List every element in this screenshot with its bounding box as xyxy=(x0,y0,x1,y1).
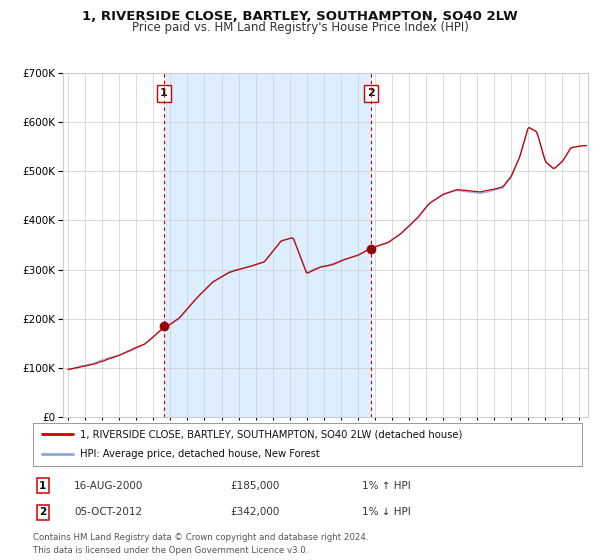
Text: 1: 1 xyxy=(39,480,47,491)
Text: 1, RIVERSIDE CLOSE, BARTLEY, SOUTHAMPTON, SO40 2LW: 1, RIVERSIDE CLOSE, BARTLEY, SOUTHAMPTON… xyxy=(82,10,518,23)
Text: 1: 1 xyxy=(160,88,168,99)
Text: 16-AUG-2000: 16-AUG-2000 xyxy=(74,480,143,491)
Text: 1% ↑ HPI: 1% ↑ HPI xyxy=(362,480,411,491)
Text: 05-OCT-2012: 05-OCT-2012 xyxy=(74,507,142,517)
Bar xyxy=(164,73,371,417)
Text: Contains HM Land Registry data © Crown copyright and database right 2024.
This d: Contains HM Land Registry data © Crown c… xyxy=(33,533,368,554)
Text: 1% ↓ HPI: 1% ↓ HPI xyxy=(362,507,411,517)
Text: £185,000: £185,000 xyxy=(230,480,280,491)
Text: 2: 2 xyxy=(367,88,375,99)
Text: Price paid vs. HM Land Registry's House Price Index (HPI): Price paid vs. HM Land Registry's House … xyxy=(131,21,469,34)
Text: HPI: Average price, detached house, New Forest: HPI: Average price, detached house, New … xyxy=(80,449,319,459)
Text: 2: 2 xyxy=(39,507,47,517)
Text: 1, RIVERSIDE CLOSE, BARTLEY, SOUTHAMPTON, SO40 2LW (detached house): 1, RIVERSIDE CLOSE, BARTLEY, SOUTHAMPTON… xyxy=(80,430,462,440)
Text: £342,000: £342,000 xyxy=(230,507,280,517)
